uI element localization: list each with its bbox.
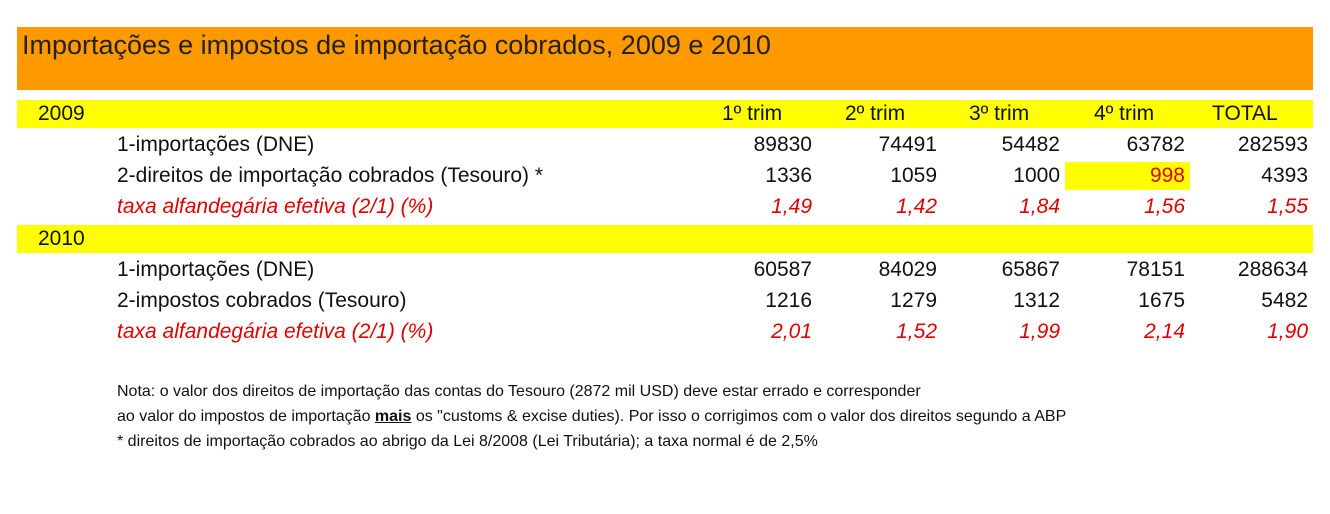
column-header: 3º trim xyxy=(969,102,1030,125)
cell: 60587 xyxy=(753,258,812,281)
cell: 1,56 xyxy=(1144,195,1185,218)
cell: 1279 xyxy=(890,289,937,312)
section-band xyxy=(17,225,1313,253)
note-emphasis: mais xyxy=(374,408,412,425)
row-label: 1-importações (DNE) xyxy=(117,133,315,156)
cell: 54482 xyxy=(1001,133,1060,156)
row-label: 2-direitos de importação cobrados (Tesou… xyxy=(117,164,544,187)
column-header: TOTAL xyxy=(1212,102,1278,125)
cell: 282593 xyxy=(1237,133,1308,156)
cell: 1,55 xyxy=(1267,195,1308,218)
cell: 84029 xyxy=(878,258,937,281)
cell: 1675 xyxy=(1138,289,1185,312)
cell: 1,84 xyxy=(1019,195,1060,218)
cell: 89830 xyxy=(753,133,812,156)
note-line: ao valor do impostos de importação mais … xyxy=(117,408,1066,426)
note-text: ao valor do impostos de importação xyxy=(117,408,375,425)
note-text: Nota: o valor dos direitos de importação… xyxy=(117,383,921,400)
row-label: taxa alfandegária efetiva (2/1) (%) xyxy=(117,320,434,343)
row-label: 1-importações (DNE) xyxy=(117,258,315,281)
cell: 74491 xyxy=(878,133,937,156)
cell: 1,90 xyxy=(1267,320,1308,343)
cell: 288634 xyxy=(1237,258,1308,281)
cell: 1059 xyxy=(890,164,937,187)
highlight xyxy=(1065,162,1190,190)
section-year: 2009 xyxy=(38,102,85,125)
row-label: taxa alfandegária efetiva (2/1) (%) xyxy=(117,195,434,218)
title-band xyxy=(17,27,1313,90)
cell: 1,52 xyxy=(896,320,937,343)
cell: 1312 xyxy=(1013,289,1060,312)
column-header: 2º trim xyxy=(845,102,906,125)
cell: 78151 xyxy=(1126,258,1185,281)
section-band xyxy=(17,100,1313,128)
note-line: Nota: o valor dos direitos de importação… xyxy=(117,383,921,401)
note-text: * direitos de importação cobrados ao abr… xyxy=(117,433,818,450)
cell: 63782 xyxy=(1126,133,1185,156)
column-header: 4º trim xyxy=(1094,102,1155,125)
row-label: 2-impostos cobrados (Tesouro) xyxy=(117,289,407,312)
note-text: os "customs & excise duties). Por isso o… xyxy=(411,408,1067,425)
cell: 1336 xyxy=(765,164,812,187)
cell: 4393 xyxy=(1261,164,1308,187)
title: Importações e impostos de importação cob… xyxy=(22,30,771,60)
cell: 1,42 xyxy=(896,195,937,218)
cell: 1216 xyxy=(765,289,812,312)
note-line: * direitos de importação cobrados ao abr… xyxy=(117,433,818,451)
cell: 65867 xyxy=(1001,258,1060,281)
cell: 1,49 xyxy=(771,195,812,218)
section-year: 2010 xyxy=(38,227,85,250)
cell: 5482 xyxy=(1261,289,1308,312)
cell: 1000 xyxy=(1013,164,1060,187)
cell: 1,99 xyxy=(1019,320,1060,343)
cell: 2,14 xyxy=(1144,320,1185,343)
column-header: 1º trim xyxy=(722,102,783,125)
cell: 2,01 xyxy=(771,320,812,343)
cell: 998 xyxy=(1149,164,1185,187)
